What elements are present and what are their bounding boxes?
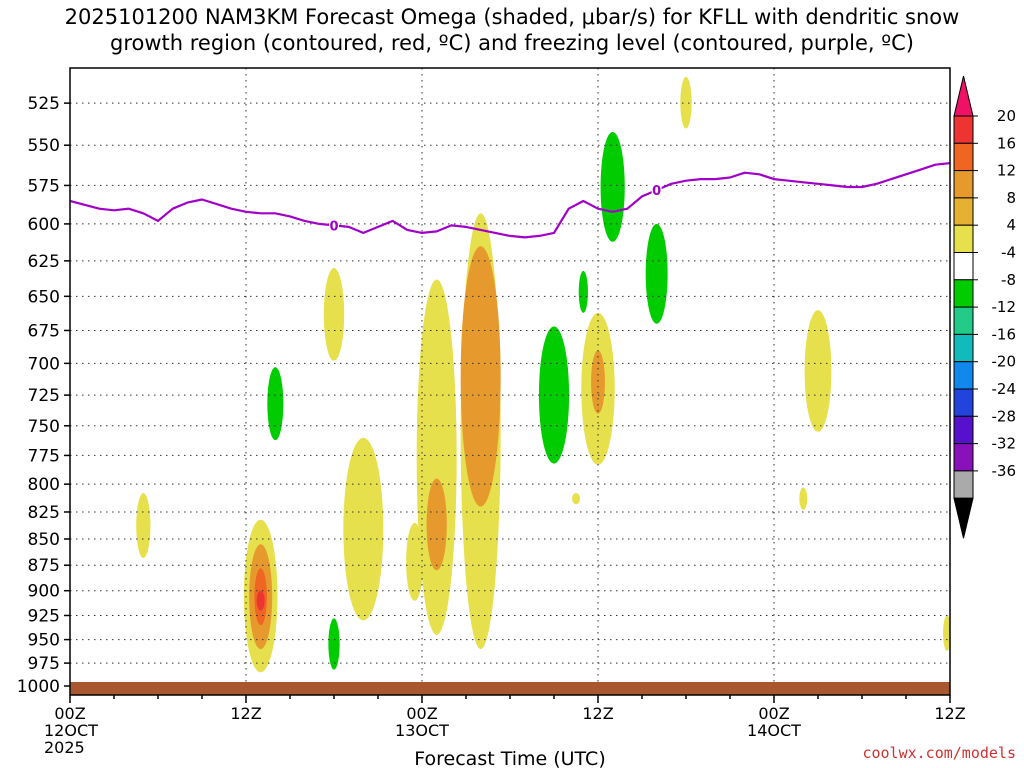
terrain-surface <box>70 682 950 695</box>
y-tick-label: 900 <box>28 582 60 602</box>
omega-area-4-4 <box>600 131 625 242</box>
y-tick-label: 1000 <box>17 677 60 697</box>
omega-area-0-7 <box>572 493 580 505</box>
y-tick-label: 800 <box>28 475 60 495</box>
colorbar-label: 8 <box>1006 189 1016 207</box>
colorbar-label: 12 <box>997 162 1016 180</box>
y-tick-label: 575 <box>28 176 60 196</box>
colorbar-label: 4 <box>1006 216 1016 234</box>
credit-text: coolwx.com/models <box>862 744 1016 762</box>
x-tick-label: 12OCT <box>44 721 98 740</box>
omega-area-0-10 <box>799 487 808 510</box>
y-tick-label: 825 <box>28 503 60 523</box>
colorbar-segment <box>953 388 974 417</box>
y-axis: 525 550 575 600 625 650 675 700 725 750 775 800 825 8… <box>17 94 70 697</box>
colorbar-bottom-arrow <box>953 497 974 539</box>
omega-area-0-12 <box>943 615 950 651</box>
y-tick-label: 525 <box>28 94 60 114</box>
colorbar-segment <box>953 279 974 308</box>
colorbar-label: -20 <box>992 353 1017 371</box>
colorbar-label: -12 <box>992 298 1017 316</box>
colorbar-label: 16 <box>997 134 1016 152</box>
y-tick-label: 700 <box>28 354 60 374</box>
colorbar-segment <box>953 170 974 199</box>
y-tick-label: 725 <box>28 386 60 406</box>
colorbar-top-arrow <box>953 75 974 117</box>
colorbar-segment <box>953 415 974 445</box>
x-tick-label: 14OCT <box>747 721 801 740</box>
omega-area-0-5 <box>416 279 457 635</box>
colorbar-segment <box>953 443 974 472</box>
freezing-level-line <box>70 162 950 239</box>
x-axis-label: Forecast Time (UTC) <box>414 748 605 768</box>
freezing-level-contour: 00 <box>70 162 950 239</box>
colorbar-label: -36 <box>992 462 1017 480</box>
y-tick-label: 650 <box>28 287 60 307</box>
omega-area-3-0 <box>256 590 265 611</box>
x-tick-label: 12Z <box>934 704 965 723</box>
y-tick-label: 775 <box>28 446 60 466</box>
x-tick-label: 12Z <box>230 704 261 723</box>
x-tick-label: 00Z <box>758 704 789 723</box>
y-tick-label: 975 <box>28 654 60 674</box>
omega-shading <box>136 76 950 673</box>
colorbar-label: -4 <box>1001 244 1016 262</box>
omega-area-0-4 <box>406 522 424 601</box>
y-tick-label: 850 <box>28 530 60 550</box>
colorbar-label: -24 <box>992 380 1017 398</box>
colorbar-segment <box>953 333 974 363</box>
omega-area-4-5 <box>645 223 668 324</box>
freezing-level-label: 0 <box>652 184 661 199</box>
omega-area-0-2 <box>323 268 345 361</box>
colorbar-segment <box>953 361 974 390</box>
chart-title-line2: growth region (contoured, red, ºC) and f… <box>110 31 914 55</box>
omega-area-1-1 <box>426 478 447 571</box>
y-tick-label: 950 <box>28 631 60 651</box>
y-tick-label: 675 <box>28 321 60 341</box>
freezing-level-label-bg <box>329 217 339 232</box>
colorbar-segment <box>953 197 974 226</box>
colorbar-label: -28 <box>992 407 1017 425</box>
omega-area-4-1 <box>328 618 340 670</box>
colorbar-segment <box>953 306 974 335</box>
omega-area-4-2 <box>538 326 570 464</box>
y-tick-label: 625 <box>28 252 60 272</box>
colorbar-label: -32 <box>992 435 1017 453</box>
x-tick-label: 00Z <box>406 704 437 723</box>
grid-lines <box>70 68 950 695</box>
colorbar-segment <box>953 115 974 144</box>
x-tick-label: 12Z <box>582 704 613 723</box>
colorbar-label: -8 <box>1001 271 1016 289</box>
colorbar-segment <box>953 252 974 281</box>
chart-title: 2025101200 NAM3KM Forecast Omega (shaded… <box>0 4 1024 56</box>
y-tick-label: 750 <box>28 417 60 437</box>
omega-area-0-0 <box>136 493 151 558</box>
x-tick-label: 2025 <box>44 738 85 757</box>
x-tick-label: 00Z <box>54 704 85 723</box>
omega-area-1-3 <box>591 350 605 414</box>
omega-area-0-9 <box>680 76 692 129</box>
colorbar-segment <box>953 224 974 253</box>
omega-area-1-2 <box>460 246 501 507</box>
y-tick-label: 600 <box>28 215 60 235</box>
freezing-level-label-bg <box>651 182 662 197</box>
colorbar-label: 20 <box>997 107 1016 125</box>
freezing-level-label: 0 <box>329 219 338 234</box>
colorbar: 20 16 12 8 4 -4 -8 -12 -16 -20 -24 -28 -32 -36 <box>953 75 1017 539</box>
colorbar-label: -16 <box>992 325 1017 343</box>
x-tick-label: 13OCT <box>395 721 449 740</box>
omega-area-0-11 <box>804 310 832 432</box>
y-tick-label: 550 <box>28 136 60 156</box>
omega-area-0-3 <box>343 437 384 621</box>
omega-area-4-3 <box>578 270 588 313</box>
y-tick-label: 925 <box>28 606 60 626</box>
colorbar-segment <box>953 142 974 172</box>
y-tick-label: 875 <box>28 556 60 576</box>
omega-area-4-0 <box>267 367 284 441</box>
chart-title-line1: 2025101200 NAM3KM Forecast Omega (shaded… <box>64 5 960 29</box>
colorbar-segment <box>953 470 974 499</box>
